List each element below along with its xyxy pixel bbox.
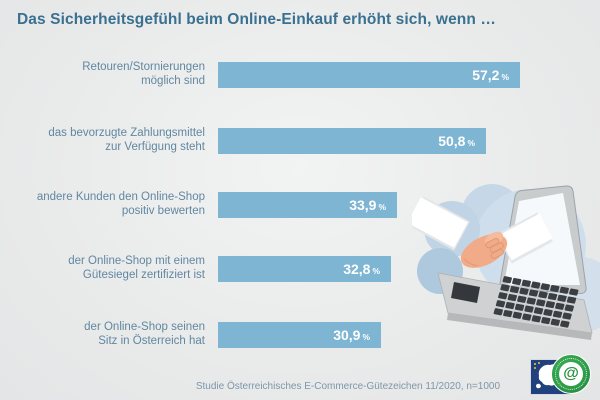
bar-row: der Online-Shop mit einem Gütesiegel zer…: [0, 255, 600, 282]
bar-value: 57,2: [472, 67, 500, 83]
chart-title: Das Sicherheitsgefühl beim Online-Einkau…: [17, 11, 496, 28]
percent-sign: %: [467, 138, 475, 148]
laptop-keyboard: [493, 276, 579, 328]
bar-label: andere Kunden den Online-Shop positiv be…: [36, 191, 205, 217]
bar-label: Retouren/Stornierungen möglich sind: [82, 61, 205, 87]
handshake-laptop-illustration: [412, 184, 600, 340]
bar: 33,9 %: [218, 192, 397, 218]
guetezeichen-seal: @: [551, 354, 591, 394]
bar: 30,9 %: [218, 322, 381, 348]
bar-value: 30,9: [333, 327, 361, 343]
source-caption: Studie Österreichisches E-Commerce-Gütez…: [195, 381, 500, 392]
bar: 57,2 %: [218, 62, 520, 88]
bar-label: der Online-Shop mit einem Gütesiegel zer…: [68, 255, 205, 281]
percent-sign: %: [378, 202, 386, 212]
bar-row: andere Kunden den Online-Shop positiv be…: [0, 191, 600, 218]
laptop-trackpad: [451, 282, 480, 303]
bar-row: Retouren/Stornierungen möglich sind 57,2…: [0, 61, 600, 88]
bar-value: 50,8: [438, 133, 466, 149]
percent-sign: %: [372, 266, 380, 276]
bar-value: 33,9: [349, 197, 377, 213]
bar-row: das bevorzugte Zahlungsmittel zur Verfüg…: [0, 127, 600, 154]
bar-label: der Online-Shop seinen Sitz in Österreic…: [84, 321, 205, 347]
percent-sign: %: [362, 332, 370, 342]
handshake-hands: [460, 231, 508, 268]
bar-label: das bevorzugte Zahlungsmittel zur Verfüg…: [48, 127, 205, 153]
bar-value: 32,8: [343, 261, 371, 277]
bar-row: der Online-Shop seinen Sitz in Österreic…: [0, 321, 600, 348]
laptop-base-edge: [447, 313, 592, 340]
bar: 32,8 %: [218, 256, 391, 282]
bar: 50,8 %: [218, 128, 486, 154]
seal-text-ring: [555, 358, 587, 390]
percent-sign: %: [501, 72, 509, 82]
